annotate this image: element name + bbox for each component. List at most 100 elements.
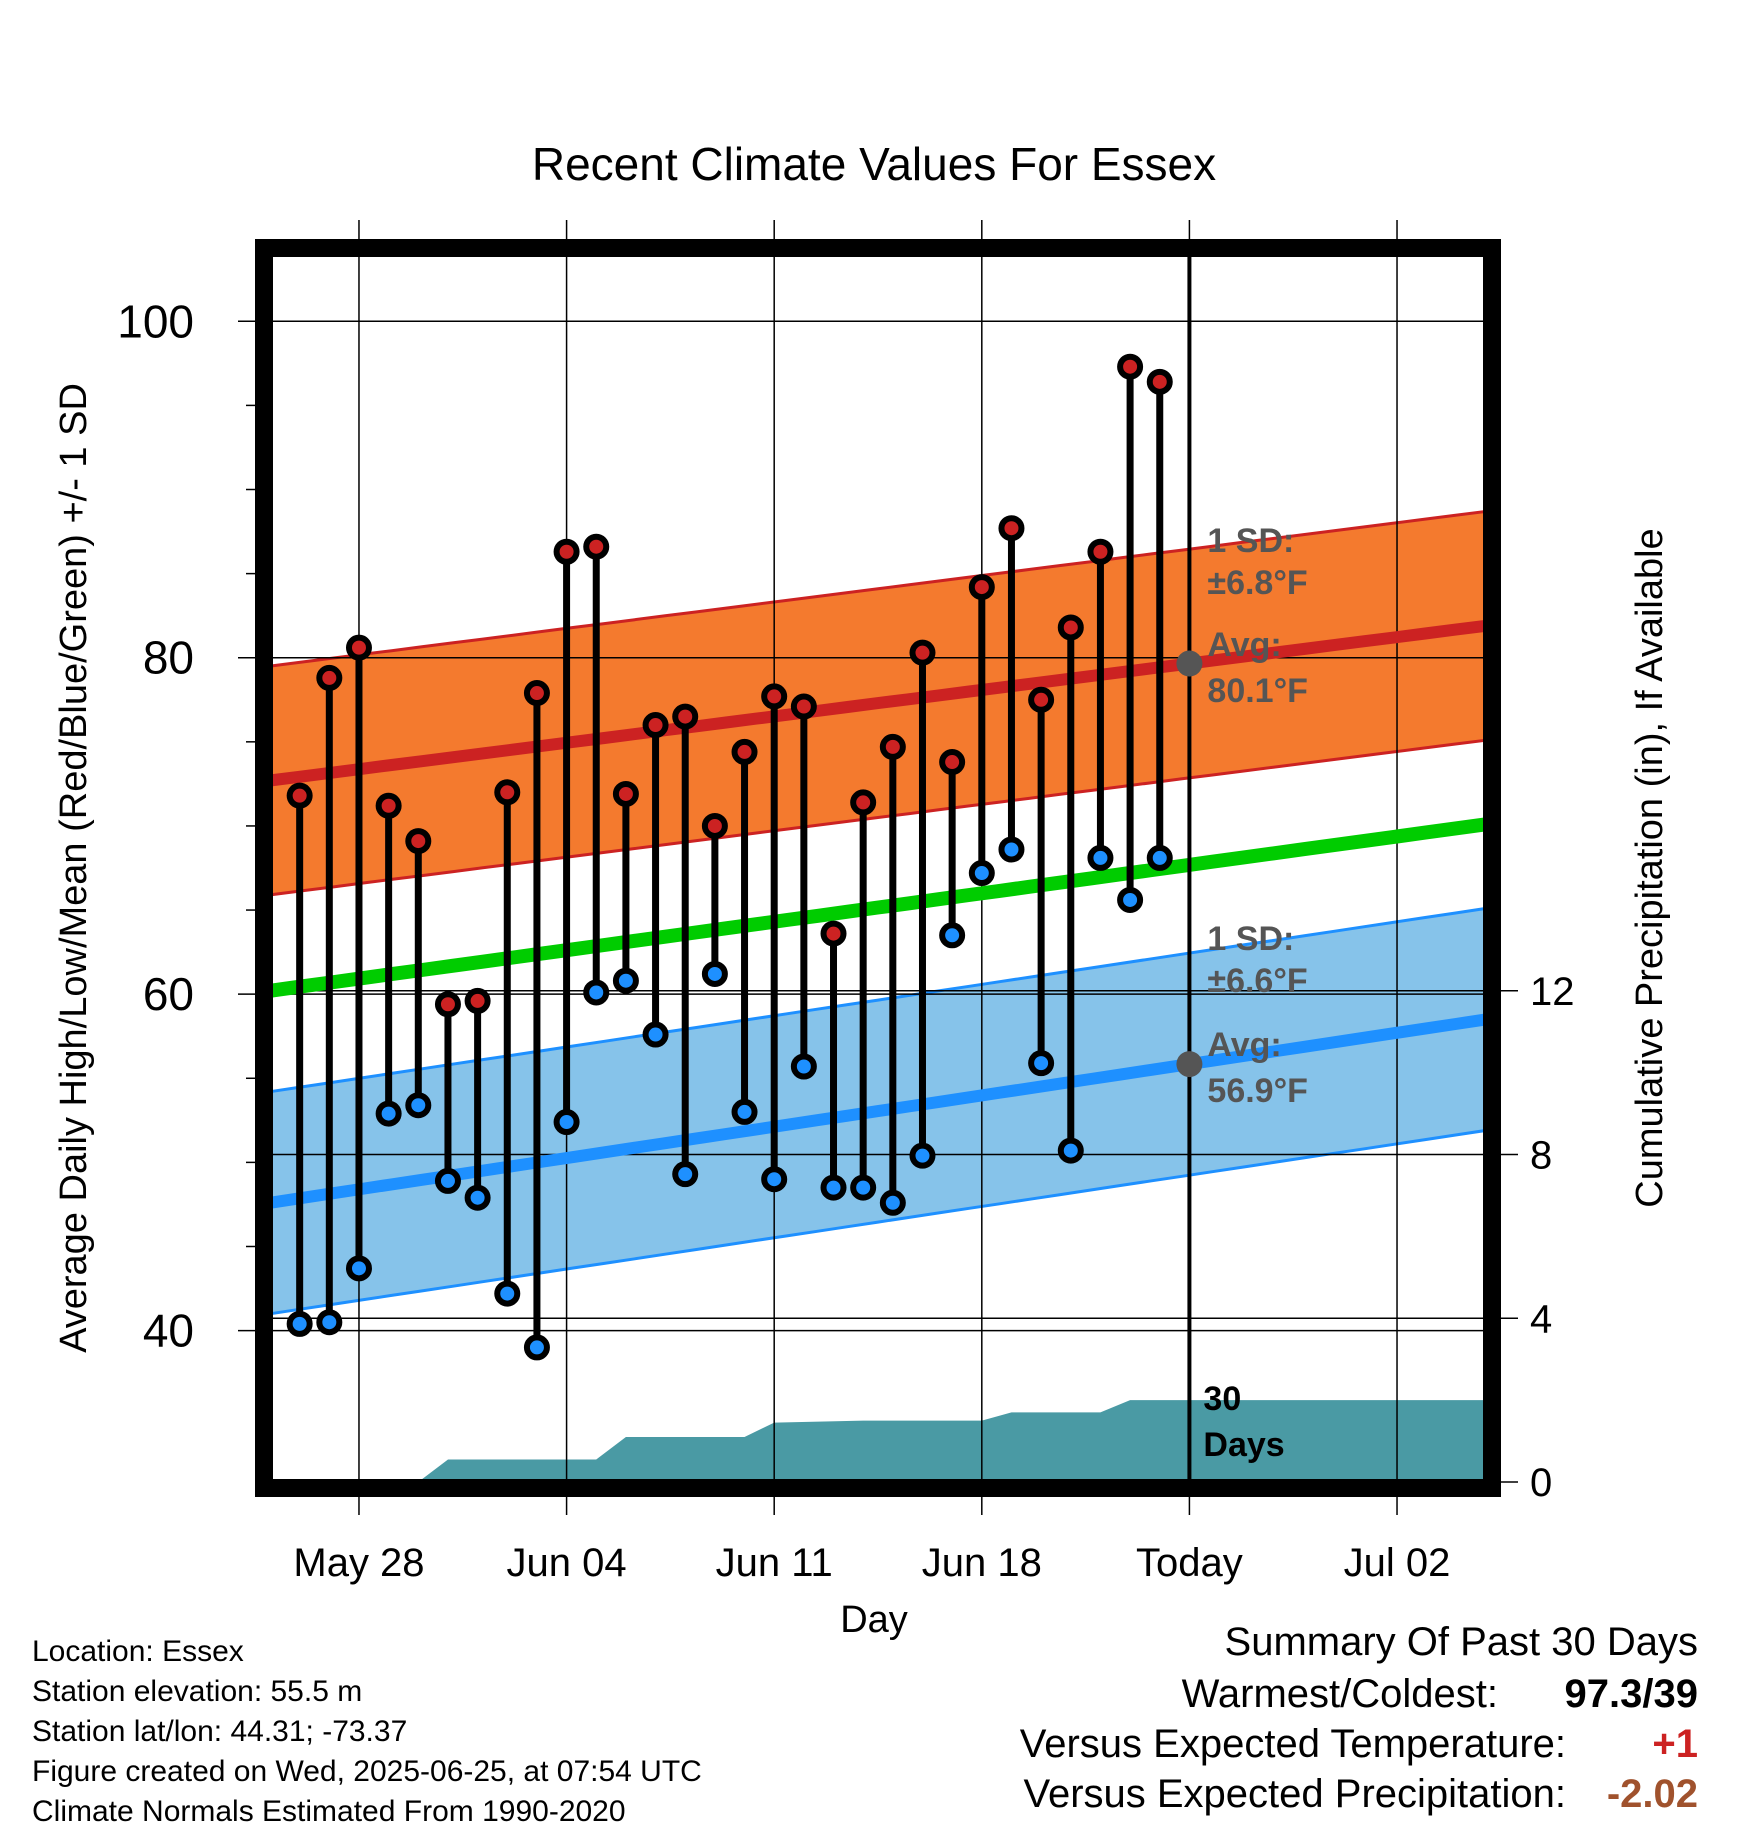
low-point	[909, 1142, 936, 1169]
axes: 40 60 80 100 0 4 8 12 May 28 Jun 04 Jun 11 Jun 18 To…	[117, 220, 1575, 1585]
high-point	[761, 683, 788, 710]
low-point	[375, 1100, 402, 1127]
high-point	[731, 738, 758, 765]
low-avg-label: Avg:	[1207, 1026, 1281, 1064]
summary-precip-value: -2.02	[1606, 1772, 1698, 1816]
low-point	[672, 1161, 699, 1188]
high-avg-marker	[1176, 650, 1203, 677]
chart-title: Recent Climate Values For Essex	[532, 138, 1216, 190]
high-point	[286, 782, 313, 809]
y-axis-label: Average Daily High/Low/Mean (Red/Blue/Gr…	[53, 383, 95, 1353]
low-point	[1057, 1137, 1084, 1164]
low-point	[939, 922, 966, 949]
low-point	[553, 1109, 580, 1136]
high-point	[612, 780, 639, 807]
plot-frame	[255, 239, 1501, 1497]
high-point	[642, 712, 669, 739]
high-point	[909, 639, 936, 666]
low-point	[701, 960, 728, 987]
normal-mean-line	[269, 817, 1487, 998]
normal-high-line	[269, 619, 1487, 787]
low-point	[612, 967, 639, 994]
low-point	[345, 1255, 372, 1282]
y2-tick-label: 4	[1530, 1297, 1552, 1341]
y-tick-label: 40	[143, 1305, 194, 1357]
low-point	[968, 860, 995, 887]
precip-area	[270, 1400, 1486, 1482]
low-avg-value: 56.9°F	[1207, 1072, 1308, 1110]
high-point	[434, 991, 461, 1018]
high-point	[968, 574, 995, 601]
low-avg-marker	[1176, 1051, 1203, 1078]
y-tick-label: 100	[117, 295, 194, 347]
high-point	[1087, 538, 1114, 565]
low-sd-label: 1 SD:	[1207, 920, 1294, 958]
info-elevation: Station elevation: 55.5 m	[32, 1675, 363, 1708]
high-point	[850, 789, 877, 816]
annotations: 1 SD: ±6.8°F Avg: 80.1°F 1 SD: ±6.6°F Avg: 56.9…	[1176, 522, 1308, 1464]
info-normals: Climate Normals Estimated From 1990-2020	[32, 1795, 626, 1828]
low-point	[850, 1174, 877, 1201]
days-count-label: 30	[1203, 1380, 1241, 1418]
station-info: Location: Essex Station elevation: 55.5 …	[32, 1632, 702, 1832]
x-tick-label: Jul 02	[1344, 1541, 1451, 1585]
low-point	[316, 1309, 343, 1336]
summary-precip-label: Versus Expected Precipitation:	[1023, 1772, 1566, 1816]
info-location: Location: Essex	[32, 1635, 244, 1668]
high-point	[820, 920, 847, 947]
low-point	[1146, 844, 1173, 871]
high-point	[701, 812, 728, 839]
y2-tick-label: 0	[1530, 1461, 1552, 1505]
low-point	[879, 1189, 906, 1216]
x-tick-label: Today	[1136, 1541, 1243, 1585]
high-avg-value: 80.1°F	[1207, 672, 1308, 710]
summary-warm-cold-value: 97.3/39	[1564, 1672, 1698, 1716]
x-tick-label: Jun 04	[507, 1541, 627, 1585]
x-tick-label: Jun 11	[716, 1541, 833, 1585]
high-point	[494, 779, 521, 806]
high-point	[790, 693, 817, 720]
low-point	[731, 1098, 758, 1125]
high-point	[998, 515, 1025, 542]
low-point	[642, 1021, 669, 1048]
x-tick-label: May 28	[293, 1541, 424, 1585]
observations	[286, 353, 1173, 1361]
precipitation-area	[270, 1400, 1486, 1482]
high-point	[672, 703, 699, 730]
low-point	[434, 1167, 461, 1194]
high-point	[1146, 368, 1173, 395]
low-point	[464, 1184, 491, 1211]
normal-lines	[269, 254, 1487, 1482]
low-point	[405, 1092, 432, 1119]
low-point	[1028, 1050, 1055, 1077]
low-sd-value: ±6.6°F	[1207, 962, 1307, 1000]
high-avg-label: Avg:	[1207, 626, 1281, 664]
summary-warm-cold-label: Warmest/Coldest:	[1181, 1672, 1498, 1716]
y-tick-label: 80	[143, 632, 194, 684]
days-word-label: Days	[1203, 1426, 1284, 1464]
high-point	[1117, 353, 1144, 380]
high-point	[523, 680, 550, 707]
x-tick-label: Jun 18	[922, 1541, 1042, 1585]
high-point	[316, 664, 343, 691]
high-point	[405, 828, 432, 855]
high-point	[345, 634, 372, 661]
y-tick-label: 60	[143, 968, 194, 1020]
high-point	[1028, 686, 1055, 713]
low-point	[1117, 886, 1144, 913]
low-point	[1087, 844, 1114, 871]
low-point	[761, 1166, 788, 1193]
low-point	[494, 1280, 521, 1307]
high-point	[879, 733, 906, 760]
high-sd-label: 1 SD:	[1207, 522, 1294, 560]
info-latlon: Station lat/lon: 44.31; -73.37	[32, 1715, 408, 1748]
low-point	[583, 979, 610, 1006]
high-point	[583, 533, 610, 560]
high-point	[375, 792, 402, 819]
x-axis-label: Day	[840, 1599, 908, 1641]
y2-tick-label: 8	[1530, 1134, 1552, 1178]
low-point	[523, 1334, 550, 1361]
normal-low-line	[269, 1013, 1487, 1209]
low-point	[998, 836, 1025, 863]
